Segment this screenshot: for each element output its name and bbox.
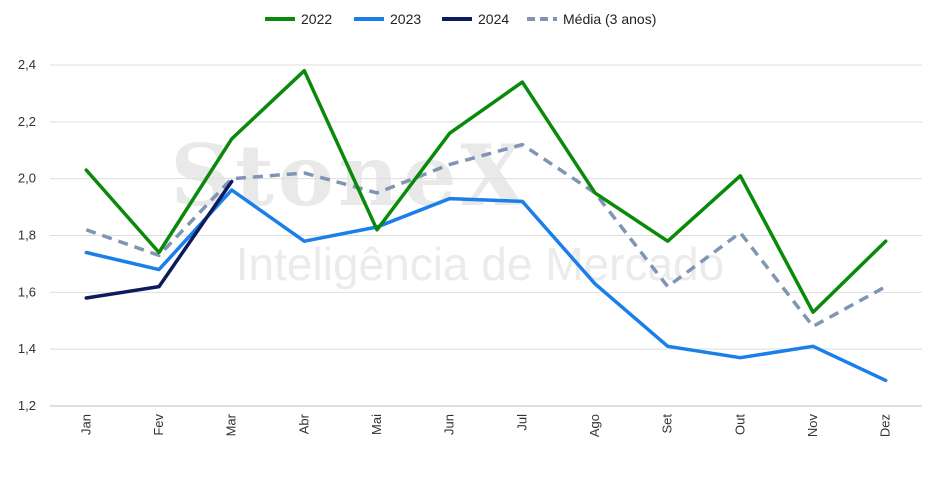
legend-label: 2024 [478, 11, 509, 27]
x-tick-label: Jun [442, 414, 457, 435]
y-tick-label: 2,0 [18, 171, 36, 186]
x-axis-ticks: Jan Fev Mar Abr Mai Jun Jul Ago Set Out Nov Dez [78, 413, 892, 437]
y-tick-label: 2,2 [18, 114, 36, 129]
y-tick-label: 1,4 [18, 341, 36, 356]
x-tick-label: Mar [224, 413, 239, 436]
x-tick-label: Jan [78, 414, 93, 435]
y-axis-ticks: 1,2 1,4 1,6 1,8 2,0 2,2 2,4 [18, 57, 36, 413]
series-line-m-dia-3-anos [85, 142, 887, 329]
y-tick-label: 1,8 [18, 228, 36, 243]
x-tick-label: Fev [151, 414, 166, 436]
x-tick-label: Dez [878, 414, 893, 437]
y-tick-label: 2,4 [18, 57, 36, 72]
y-tick-label: 1,6 [18, 284, 36, 299]
watermark-subtitle: Inteligência de Mercado [236, 238, 724, 290]
x-tick-label: Out [732, 414, 747, 435]
x-tick-label: Set [660, 414, 675, 434]
x-tick-label: Mai [369, 414, 384, 435]
x-tick-label: Jul [514, 414, 529, 431]
watermark-logo: StoneX [170, 126, 529, 225]
legend: 2022 2023 2024 Média (3 anos) [265, 11, 656, 27]
x-tick-label: Abr [296, 413, 311, 434]
legend-label: 2022 [301, 11, 332, 27]
series-layer [84, 68, 888, 383]
watermark: StoneX Inteligência de Mercado [170, 126, 724, 290]
legend-label: Média (3 anos) [563, 11, 656, 27]
series-line-2022 [84, 68, 888, 314]
legend-label: 2023 [390, 11, 421, 27]
y-tick-label: 1,2 [18, 398, 36, 413]
grid [50, 64, 922, 407]
series-line-2023 [84, 188, 888, 383]
x-tick-label: Ago [587, 414, 602, 437]
x-tick-label: Nov [805, 414, 820, 438]
series-line-2024 [84, 179, 234, 300]
